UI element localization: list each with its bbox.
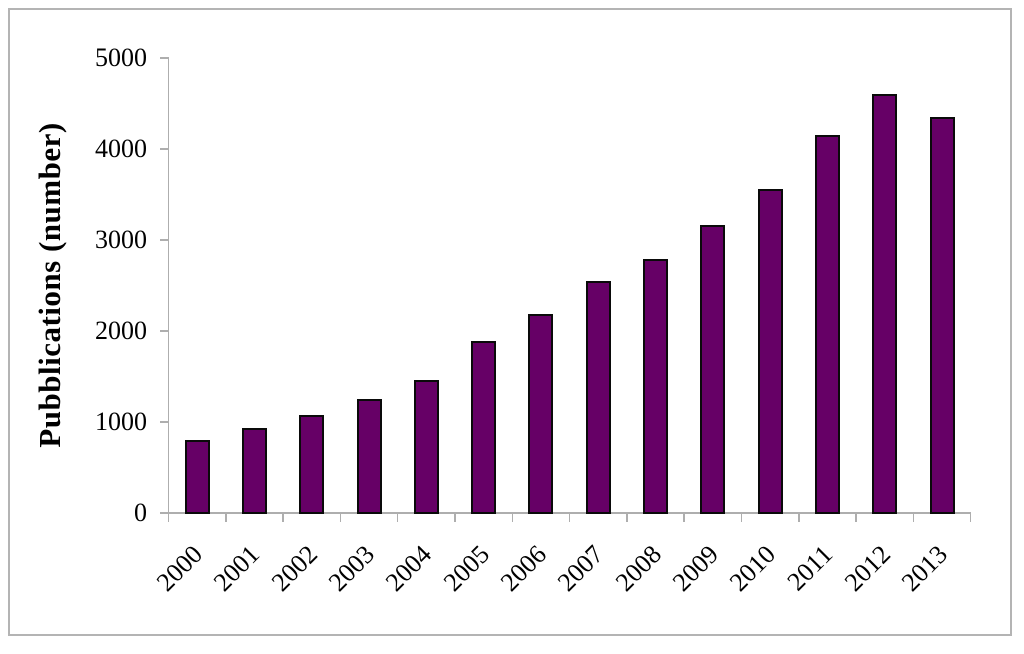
y-tick-label-3000: 3000 xyxy=(95,225,147,254)
y-tick-mark xyxy=(160,239,169,241)
bar-2013 xyxy=(929,116,955,514)
bar-2007 xyxy=(585,280,611,514)
bar-2011 xyxy=(814,135,840,514)
y-axis-line xyxy=(167,58,170,514)
x-tick-mark xyxy=(396,513,399,522)
x-tick-mark xyxy=(167,513,170,522)
bar-2001 xyxy=(241,428,267,514)
bar-2005 xyxy=(471,341,497,514)
bar-2004 xyxy=(413,379,439,514)
bar-2009 xyxy=(700,225,726,514)
figure-border xyxy=(8,8,1012,636)
bar-2003 xyxy=(356,398,382,514)
x-tick-mark xyxy=(568,513,571,522)
y-tick-mark xyxy=(160,421,169,423)
x-tick-mark xyxy=(511,513,514,522)
y-tick-mark xyxy=(160,148,169,150)
bar-2002 xyxy=(299,414,325,514)
y-tick-label-1000: 1000 xyxy=(95,407,147,436)
x-tick-mark xyxy=(798,513,800,522)
bar-2010 xyxy=(757,189,783,514)
x-tick-mark xyxy=(969,513,972,522)
x-tick-mark xyxy=(454,513,456,522)
x-tick-mark xyxy=(912,513,915,522)
y-tick-mark xyxy=(160,330,169,332)
y-axis-title: Pubblications (number) xyxy=(32,122,67,448)
x-tick-mark xyxy=(855,513,857,522)
bar-2012 xyxy=(872,94,898,514)
x-tick-mark xyxy=(683,513,685,522)
y-tick-label-2000: 2000 xyxy=(95,316,147,345)
bar-2000 xyxy=(184,440,210,514)
x-tick-mark xyxy=(626,513,628,522)
y-tick-mark xyxy=(160,57,169,59)
x-tick-mark xyxy=(740,513,743,522)
y-tick-label-0: 0 xyxy=(134,498,147,527)
y-tick-mark xyxy=(160,512,169,514)
x-tick-mark xyxy=(282,513,284,522)
x-tick-mark xyxy=(225,513,227,522)
x-tick-mark xyxy=(339,513,342,522)
bar-2006 xyxy=(528,313,554,514)
bar-2008 xyxy=(643,258,669,514)
y-tick-label-5000: 5000 xyxy=(95,43,147,72)
y-tick-label-4000: 4000 xyxy=(95,134,147,163)
